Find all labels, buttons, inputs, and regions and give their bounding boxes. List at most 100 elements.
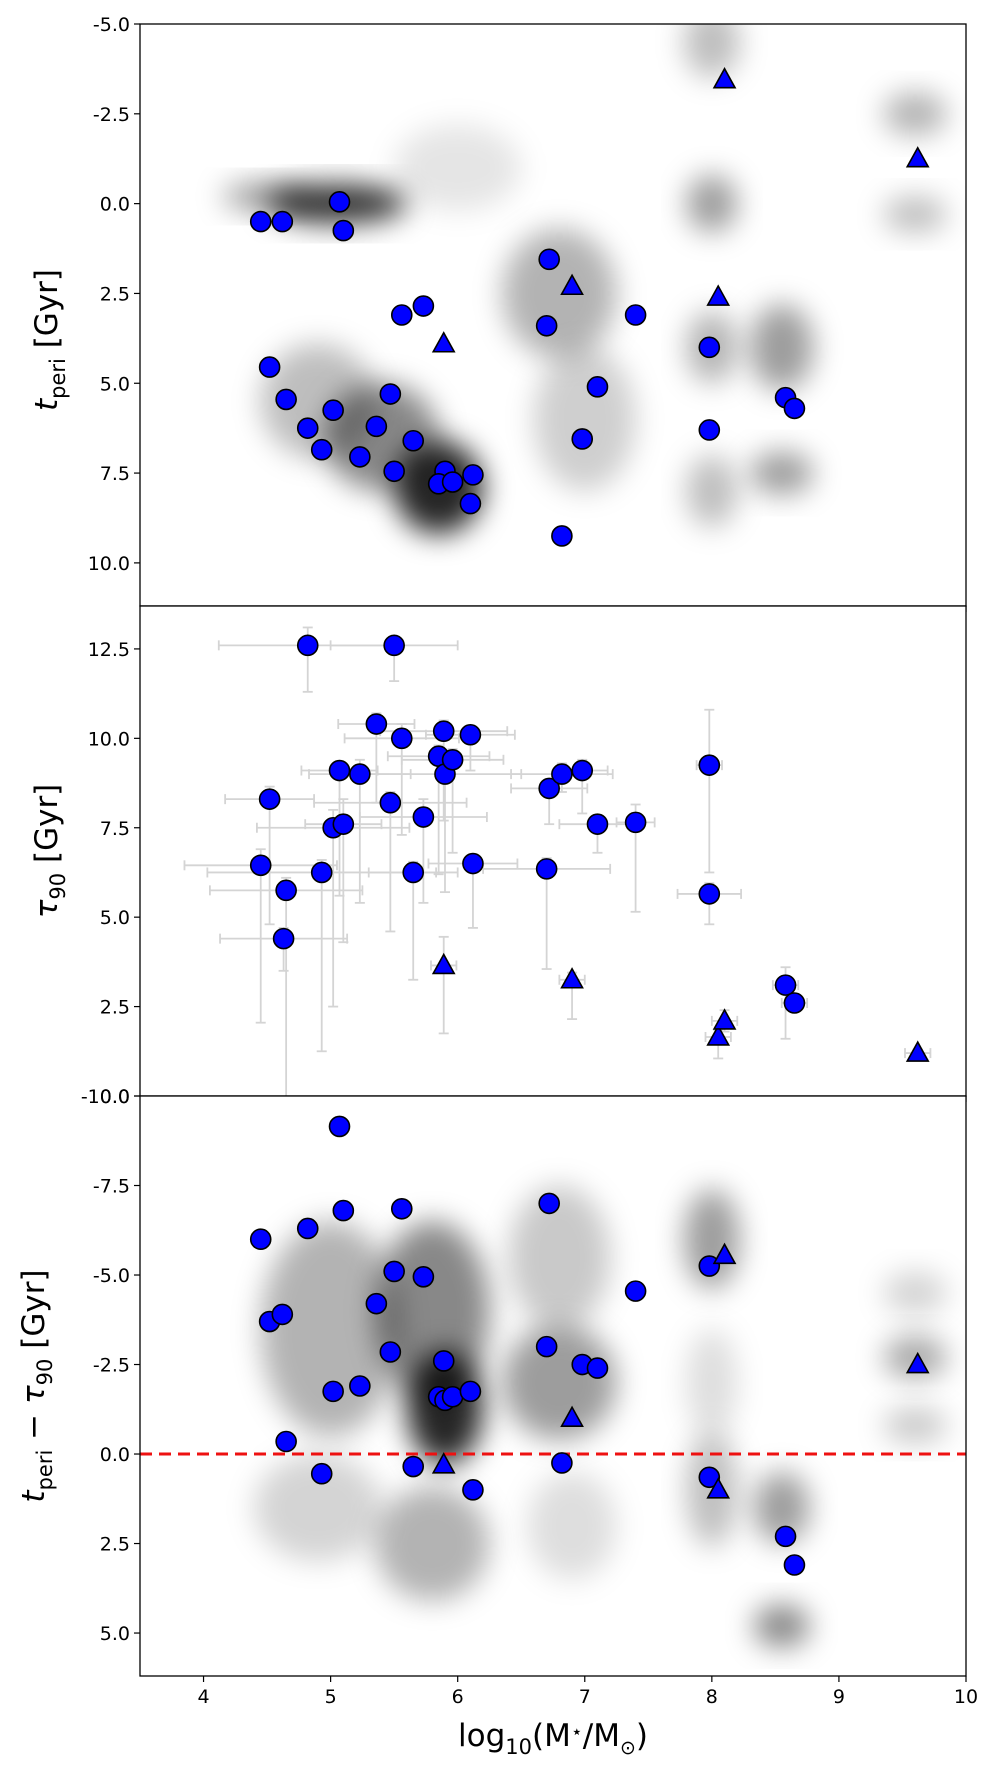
density-blob xyxy=(753,1471,810,1544)
data-point-circle xyxy=(459,492,482,515)
data-point-circle xyxy=(586,1357,609,1379)
data-point-circle xyxy=(296,634,319,657)
data-point-circle xyxy=(462,852,484,875)
density-blob xyxy=(533,347,636,492)
y-tick-label: -7.5 xyxy=(93,1176,130,1198)
data-point-triangle xyxy=(706,1024,731,1046)
data-point-circle xyxy=(349,763,371,785)
data-point-circle xyxy=(332,219,355,242)
data-point-circle xyxy=(328,759,351,782)
y-tick-label: -2.5 xyxy=(93,104,130,126)
x-tick-label: 6 xyxy=(452,1686,464,1708)
data-point-circle xyxy=(322,1380,344,1403)
data-point-circle xyxy=(249,1228,272,1251)
data-point-circle xyxy=(365,1292,388,1315)
data-point-circle xyxy=(258,788,281,810)
data-point-triangle xyxy=(905,146,930,168)
x-tick-label: 8 xyxy=(706,1686,718,1708)
data-point-circle xyxy=(698,883,721,905)
axes-bottom: 5.0 2.5 0.0 -2.5 -5.0 -7.5 -10.0 4 5 6 7 8 9 10 xyxy=(81,1086,978,1708)
data-point-circle xyxy=(432,720,455,742)
data-point-circle xyxy=(586,813,609,835)
density-blob xyxy=(883,1407,947,1444)
density-blob xyxy=(508,1185,611,1329)
data-point-circle xyxy=(432,1350,455,1372)
y-tick-label: 0.0 xyxy=(100,194,130,216)
y-axis-label-middle: τ90 [Gyr] xyxy=(29,784,70,919)
data-point-triangle xyxy=(712,1008,737,1030)
density-blob xyxy=(260,343,376,459)
data-point-circle xyxy=(774,1525,797,1548)
data-point-circle xyxy=(441,471,464,493)
density-blob xyxy=(375,1221,490,1401)
data-point-circle xyxy=(365,713,388,735)
data-point-circle xyxy=(296,417,319,439)
data-point-circle xyxy=(275,879,297,902)
density-blob xyxy=(686,455,738,527)
y-tick-label: 10.0 xyxy=(88,728,130,750)
data-point-circle xyxy=(412,1266,435,1288)
y-tick-label: 7.5 xyxy=(100,818,130,840)
data-point-circle xyxy=(349,446,371,468)
data-point-circle xyxy=(535,1335,558,1358)
density-blob xyxy=(683,24,740,78)
data-point-triangle xyxy=(706,284,731,306)
y-tick-label: 2.5 xyxy=(100,997,130,1019)
data-point-circle xyxy=(328,1115,351,1138)
x-axis-label: log10(M⋆/M⊙) xyxy=(458,1718,648,1759)
data-point-circle xyxy=(271,1303,294,1326)
density-blob xyxy=(502,1325,617,1440)
data-point-circle xyxy=(624,811,647,834)
markers-bottom xyxy=(249,1115,930,1576)
data-point-circle xyxy=(551,763,573,785)
density-blob xyxy=(749,451,814,495)
density-blob xyxy=(686,1328,738,1437)
data-point-circle xyxy=(249,854,272,877)
y-tick-label: 2.5 xyxy=(100,1534,130,1556)
data-point-circle xyxy=(783,1554,806,1576)
data-point-circle xyxy=(538,248,560,271)
data-point-circle xyxy=(402,1455,425,1478)
data-point-circle xyxy=(402,861,425,884)
data-point-circle xyxy=(462,1479,484,1501)
y-tick-label: 5.0 xyxy=(100,907,130,929)
y-tick-label: -10.0 xyxy=(81,1086,130,1108)
density-blob xyxy=(883,196,947,233)
data-point-circle xyxy=(332,1199,355,1222)
data-point-circle xyxy=(783,397,806,420)
data-point-circle xyxy=(275,388,297,411)
data-point-circle xyxy=(258,356,281,378)
data-point-circle xyxy=(383,460,405,483)
y-tick-label: 0.0 xyxy=(100,1086,130,1108)
data-point-circle xyxy=(538,777,560,800)
markers-top xyxy=(249,67,930,547)
markers-middle xyxy=(249,634,930,1062)
density-blob xyxy=(686,174,738,233)
data-point-circle xyxy=(441,748,464,771)
y-tick-label: -5.0 xyxy=(93,1265,130,1287)
data-point-circle xyxy=(402,429,425,452)
data-point-triangle xyxy=(431,331,456,353)
y-tick-label: -5.0 xyxy=(93,14,130,36)
data-point-triangle xyxy=(431,952,456,975)
data-point-circle xyxy=(365,415,388,438)
data-point-circle xyxy=(698,1255,721,1277)
data-point-circle xyxy=(459,1380,482,1403)
density-blob xyxy=(502,228,617,359)
y-tick-label: 10.0 xyxy=(88,553,130,575)
density-blob xyxy=(527,1471,617,1580)
x-tick-label: 10 xyxy=(954,1686,978,1708)
data-point-circle xyxy=(390,304,413,326)
data-point-triangle xyxy=(712,67,737,89)
data-point-circle xyxy=(551,1452,573,1474)
data-point-circle xyxy=(379,1341,402,1363)
data-point-circle xyxy=(698,336,721,359)
data-point-circle xyxy=(412,295,435,317)
x-tick-label: 7 xyxy=(579,1686,591,1708)
y-axis-label-top: tperi [Gyr] xyxy=(29,269,70,411)
data-point-circle xyxy=(535,314,558,337)
y-tick-label: 12.5 xyxy=(88,639,130,661)
panel-middle-background xyxy=(140,606,966,1096)
data-point-circle xyxy=(441,1385,464,1408)
